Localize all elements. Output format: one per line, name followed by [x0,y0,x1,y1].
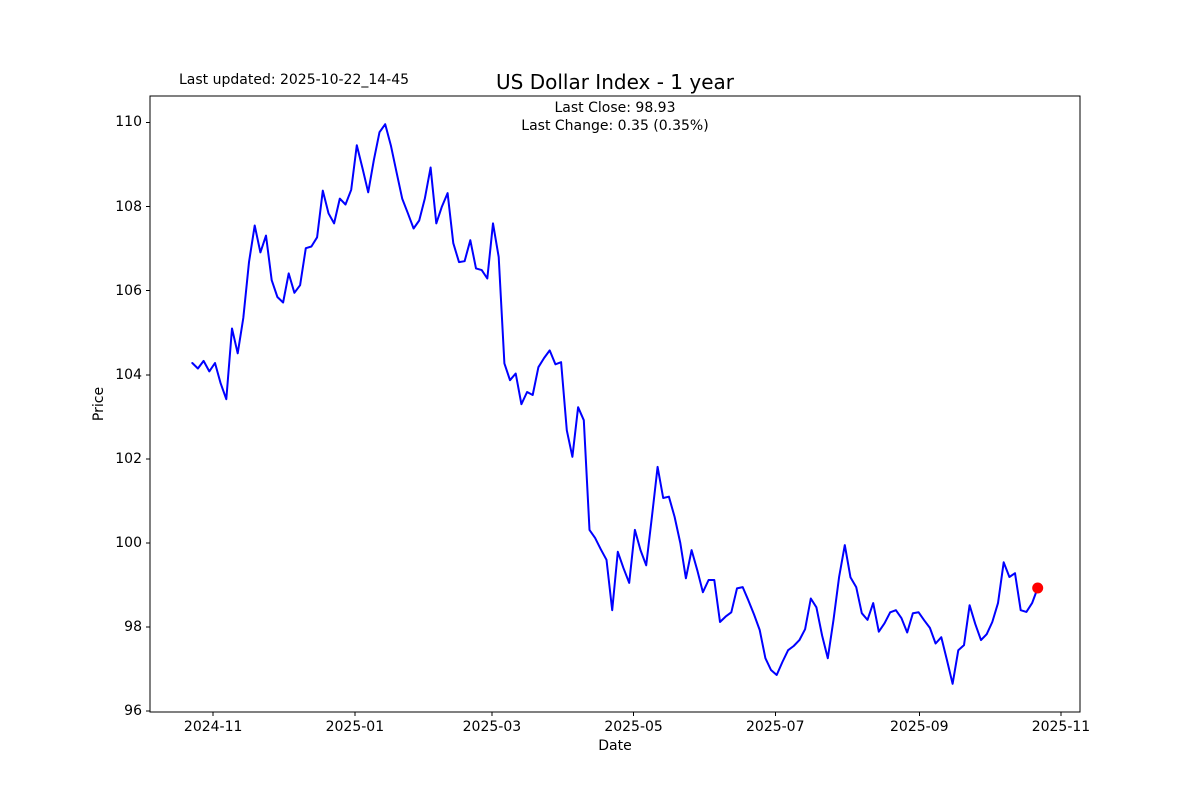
x-tick-label: 2025-09 [890,719,949,735]
x-tick-label: 2025-11 [1031,719,1091,735]
last-change-annotation: Last Change: 0.35 (0.35%) [521,118,709,134]
y-tick-label: 96 [124,703,142,720]
x-tick-label: 2025-07 [746,719,805,735]
chart-title: US Dollar Index - 1 year [496,70,734,94]
y-tick-label: 100 [115,534,142,551]
x-tick-label: 2025-03 [462,719,522,735]
y-tick-label: 102 [115,450,142,467]
price-line [191,123,1039,685]
y-tick-label: 104 [115,366,142,383]
x-tick-label: 2025-05 [604,719,663,735]
last-price-marker [1032,582,1044,594]
y-tick-label: 98 [124,619,142,636]
x-tick-label: 2024-11 [183,719,243,735]
x-tick-label: 2025-01 [325,719,385,735]
last-updated-text: Last updated: 2025-10-22_14-45 [179,72,410,88]
y-tick-label: 108 [115,198,142,215]
plot-border [149,95,1081,713]
y-tick-label: 110 [115,114,142,131]
y-tick-label: 106 [115,282,142,299]
x-axis-label: Date [598,738,632,754]
last-close-annotation: Last Close: 98.93 [554,100,676,116]
